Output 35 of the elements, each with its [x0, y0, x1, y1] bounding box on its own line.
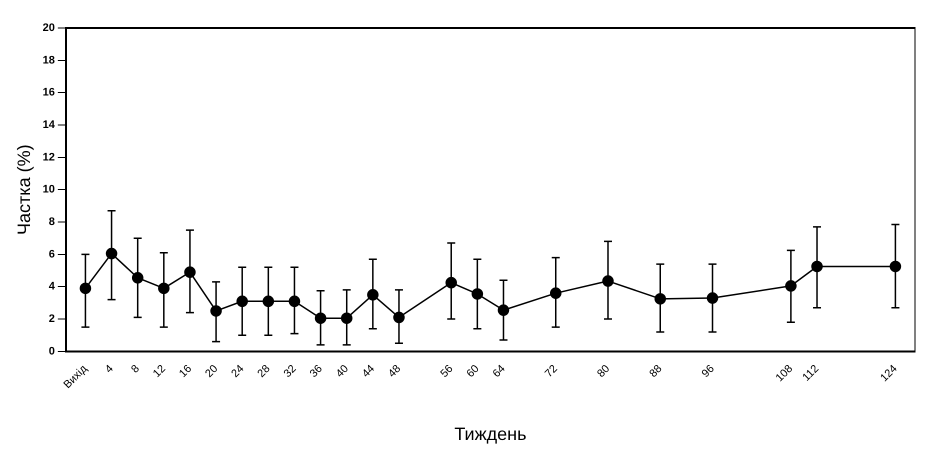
- y-tick-label: 10: [42, 184, 55, 196]
- y-tick-label: 6: [48, 248, 55, 260]
- x-tick-label: 8: [129, 362, 142, 376]
- x-tick-label: 64: [490, 362, 508, 380]
- x-tick-label: 124: [878, 362, 900, 384]
- y-tick-label: 8: [48, 216, 55, 228]
- x-tick-label: 56: [438, 362, 456, 380]
- y-tick-label: 0: [48, 345, 55, 358]
- y-tick-label: 14: [42, 119, 56, 132]
- x-tick-label: 20: [203, 362, 220, 380]
- y-tick-label: 20: [42, 22, 55, 34]
- x-tick-label: 24: [229, 362, 246, 380]
- y-axis-title: Частка (%): [14, 144, 34, 235]
- y-tick-label: 2: [48, 313, 55, 326]
- x-tick-label: 48: [386, 362, 404, 380]
- x-tick-label: 12: [150, 362, 168, 380]
- x-tick-label: 44: [360, 362, 378, 380]
- x-tick-label: 4: [103, 362, 116, 376]
- x-tick-label: 80: [595, 362, 612, 380]
- x-tick-label: 40: [334, 362, 351, 380]
- x-axis-title: Тиждень: [454, 424, 526, 444]
- x-tick-label: 16: [177, 362, 194, 380]
- x-tick-label: 72: [542, 362, 560, 380]
- y-tick-label: 18: [42, 54, 55, 66]
- x-tick-label: 32: [282, 362, 299, 380]
- x-tick-label: 108: [774, 362, 796, 384]
- y-tick-label: 16: [42, 86, 55, 99]
- x-tick-label: 36: [308, 362, 325, 380]
- x-tick-label: 28: [255, 362, 273, 380]
- x-tick-label: 96: [700, 362, 717, 380]
- x-tick-label: 60: [464, 362, 482, 380]
- y-tick-label: 4: [48, 280, 56, 293]
- x-tick-label: 112: [800, 362, 822, 384]
- x-tick-label: 88: [647, 362, 665, 380]
- y-tick-label: 12: [42, 151, 55, 164]
